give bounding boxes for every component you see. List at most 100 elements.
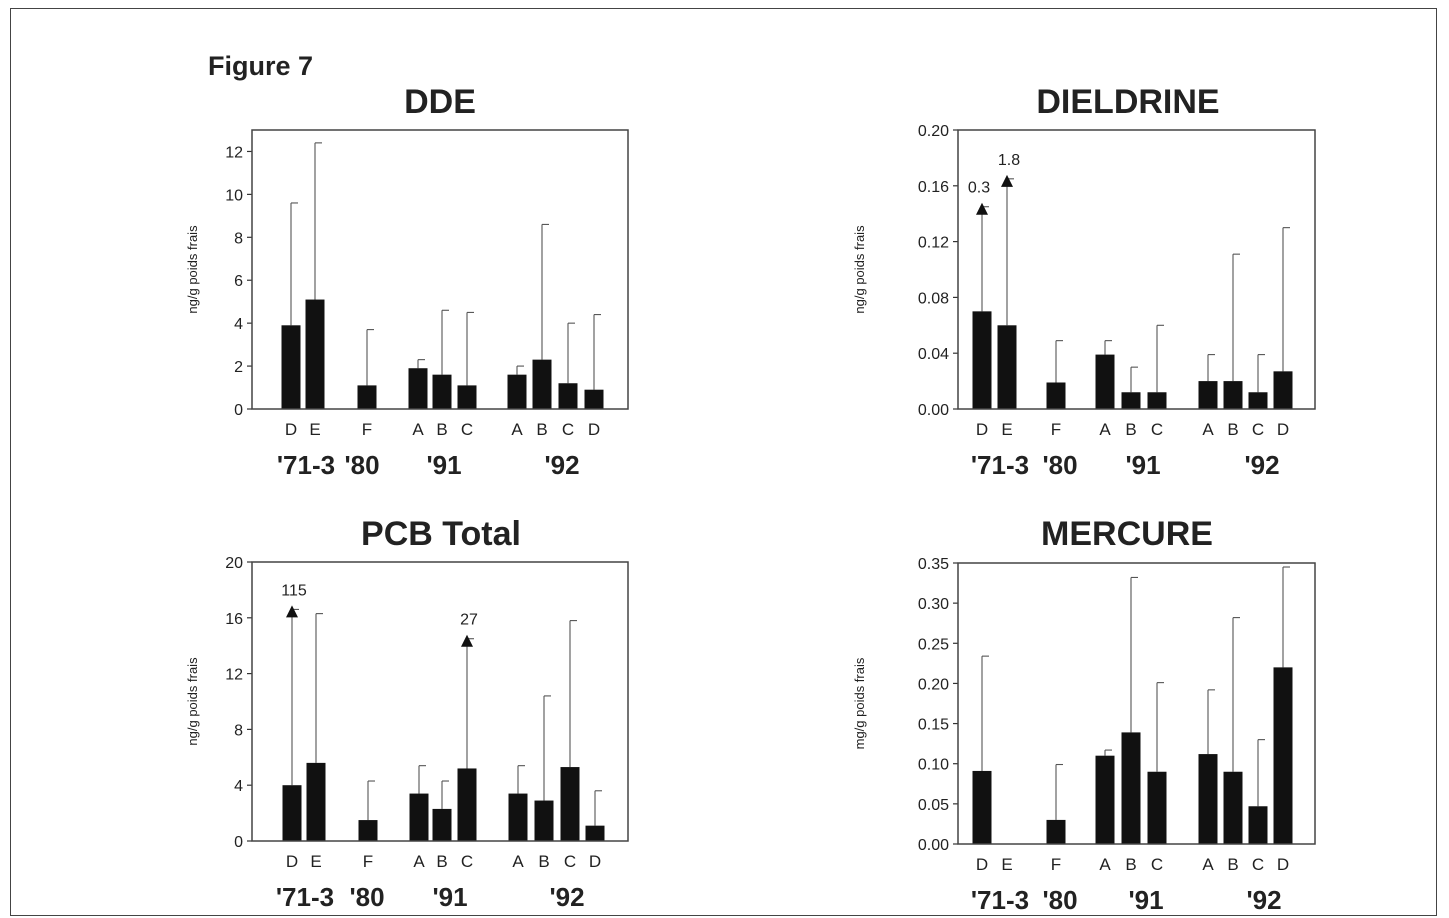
offscale-arrow <box>976 202 988 215</box>
bar <box>1198 754 1218 844</box>
x-tick-label: E <box>309 420 320 439</box>
y-tick-label: 6 <box>234 273 243 290</box>
bar <box>281 325 301 409</box>
bar <box>306 762 326 841</box>
x-tick-label: C <box>1151 855 1163 874</box>
bar <box>432 374 452 409</box>
x-tick-label: D <box>976 420 988 439</box>
bar <box>1046 382 1066 409</box>
offscale-arrow <box>461 634 473 647</box>
y-tick-label: 0.00 <box>918 837 949 854</box>
bar <box>1248 806 1268 844</box>
group-label: '92 <box>1244 450 1279 480</box>
chart-title: DIELDRINE <box>1036 83 1219 121</box>
group-label: '71-3 <box>971 450 1029 480</box>
x-tick-label: B <box>1227 420 1238 439</box>
offscale-label: 115 <box>281 582 307 599</box>
x-tick-label: E <box>310 852 321 871</box>
y-tick-label: 16 <box>225 611 243 628</box>
offscale-arrow <box>286 605 298 618</box>
figure-label: Figure 7 <box>208 51 314 81</box>
group-label: '92 <box>544 450 579 480</box>
x-tick-label: D <box>1277 855 1289 874</box>
x-tick-label: C <box>1151 420 1163 439</box>
group-label: '71-3 <box>276 882 334 912</box>
y-tick-label: 0.04 <box>918 346 949 363</box>
group-label: '91 <box>1125 450 1160 480</box>
x-tick-label: F <box>1051 420 1061 439</box>
y-tick-label: 0.15 <box>918 717 949 734</box>
y-tick-label: 12 <box>225 667 243 684</box>
x-tick-label: E <box>1001 420 1012 439</box>
group-label: '80 <box>349 882 384 912</box>
y-tick-label: 4 <box>234 316 243 333</box>
x-tick-label: D <box>588 420 600 439</box>
y-tick-label: 8 <box>234 230 243 247</box>
bar <box>1147 771 1167 844</box>
plot-frame <box>957 562 1316 845</box>
x-tick-label: C <box>1252 855 1264 874</box>
x-tick-label: B <box>436 420 447 439</box>
y-tick-label: 4 <box>234 778 243 795</box>
y-tick-label: 0.05 <box>918 797 949 814</box>
x-tick-label: A <box>1099 855 1111 874</box>
x-tick-label: A <box>412 420 424 439</box>
offscale-label: 0.3 <box>968 180 990 197</box>
bar <box>1273 667 1293 844</box>
y-tick-label: 2 <box>234 359 243 376</box>
plot-frame <box>251 561 629 842</box>
x-tick-label: E <box>1001 855 1012 874</box>
bar <box>972 311 992 409</box>
group-label: '92 <box>549 882 584 912</box>
y-tick-label: 0.20 <box>918 123 949 140</box>
x-tick-label: D <box>589 852 601 871</box>
x-tick-label: C <box>461 420 473 439</box>
bar <box>305 299 325 409</box>
x-tick-label: D <box>976 855 988 874</box>
y-tick-label: 0.35 <box>918 556 949 573</box>
bar <box>584 389 604 409</box>
group-label: '71-3 <box>971 885 1029 915</box>
y-tick-label: 0.16 <box>918 179 949 196</box>
bar <box>432 808 452 841</box>
plot-frame <box>251 129 629 410</box>
offscale-arrow <box>1001 174 1013 187</box>
chart-title: DDE <box>404 83 476 121</box>
x-tick-label: D <box>1277 420 1289 439</box>
bar <box>508 793 528 841</box>
bar <box>357 385 377 409</box>
offscale-label: 1.8 <box>998 152 1020 169</box>
y-tick-label: 8 <box>234 722 243 739</box>
group-label: '92 <box>1246 885 1281 915</box>
x-tick-label: A <box>1202 420 1214 439</box>
bar <box>1147 392 1167 409</box>
y-tick-label: 0.30 <box>918 596 949 613</box>
group-label: '91 <box>432 882 467 912</box>
x-tick-label: B <box>436 852 447 871</box>
bar <box>972 770 992 844</box>
group-label: '71-3 <box>277 450 335 480</box>
y-tick-label: 0.10 <box>918 757 949 774</box>
bar <box>560 767 580 841</box>
x-tick-label: D <box>285 420 297 439</box>
y-axis-label: ng/g poids frais <box>185 657 200 746</box>
x-tick-label: D <box>286 852 298 871</box>
bar <box>1198 381 1218 409</box>
bar <box>1223 381 1243 409</box>
y-tick-label: 0.12 <box>918 235 949 252</box>
bar <box>1248 392 1268 409</box>
bar <box>358 820 378 841</box>
y-tick-label: 0 <box>234 402 243 419</box>
group-label: '80 <box>344 450 379 480</box>
group-label: '80 <box>1042 885 1077 915</box>
bar <box>282 785 302 841</box>
bar <box>1095 755 1115 844</box>
bar <box>408 368 428 409</box>
group-label: '91 <box>1128 885 1163 915</box>
x-tick-label: B <box>538 852 549 871</box>
y-tick-label: 0 <box>234 834 243 851</box>
bar <box>507 374 527 409</box>
y-tick-label: 0.00 <box>918 402 949 419</box>
